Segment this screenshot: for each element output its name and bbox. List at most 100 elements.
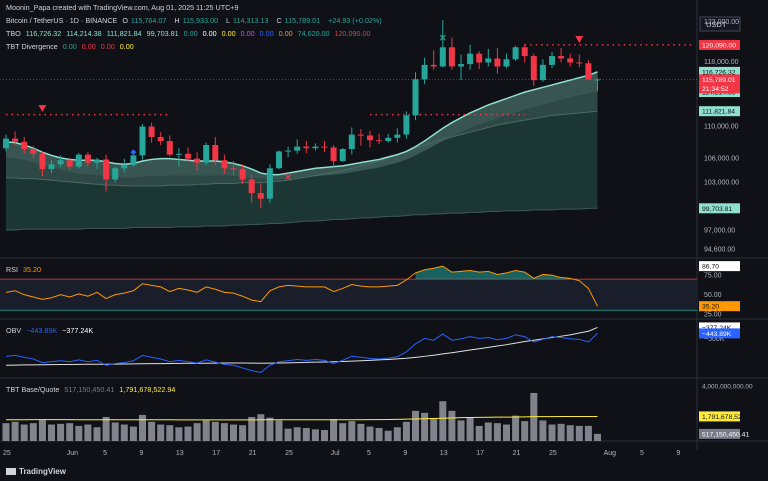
volume-bar (484, 422, 492, 441)
divergence-value: 0.00 (81, 42, 96, 51)
volume-name: TBT Base/Quote (6, 385, 60, 394)
volume-bar (521, 421, 529, 441)
candle-body (175, 153, 182, 155)
candle-body (266, 168, 273, 199)
volume-bar (493, 423, 501, 441)
price-label-bg (699, 203, 740, 214)
x-tick-label: 25 (3, 450, 11, 457)
candle-body (3, 138, 9, 149)
tbo-cloud-lower (6, 111, 598, 230)
volume-bar (512, 415, 520, 441)
symbol-legend: Bitcoin / TetherUS · 1D · BINANCE O 115,7… (6, 16, 385, 25)
volume-bar (220, 423, 228, 441)
candle-body (394, 134, 401, 138)
x-tick-label: 25 (285, 450, 293, 457)
price-label: 99,703.81 (702, 206, 732, 213)
tbo-value: 0.00 (183, 29, 198, 38)
tbo-name: TBO (6, 29, 21, 38)
rsi-tick-label: 75.00 (704, 273, 722, 280)
candle-body (476, 53, 483, 63)
rsi-band (0, 279, 697, 311)
tbo-value: 0.00 (202, 29, 217, 38)
volume-bar (175, 427, 183, 441)
volume-bar (157, 424, 165, 441)
volume-bar (84, 424, 92, 441)
volume-bar (448, 410, 456, 441)
price-tick-label: 123,000.00 (704, 19, 739, 26)
candle-body (257, 193, 264, 199)
candle-body (385, 137, 392, 142)
obv-tick-label: −500K (704, 336, 725, 343)
candle-body (558, 56, 565, 59)
obv-value: −443.89K (26, 326, 58, 335)
volume-value-label: 1,791,678,522.94 (702, 414, 755, 421)
volume-legend: TBT Base/Quote 517,150,450.41 1,791,678,… (6, 385, 178, 394)
volume-bar (584, 425, 592, 441)
obv-value-label-bg (699, 328, 740, 339)
candle-body (485, 58, 492, 63)
tbo-value: 114,214.38 (66, 29, 102, 38)
obv-ma-value: −377.24K (62, 326, 94, 335)
candle-body (285, 150, 292, 152)
tbo-value: 0.00 (278, 29, 293, 38)
volume-bar (475, 425, 483, 441)
volume-bar (193, 423, 201, 441)
volume-bar (66, 423, 74, 441)
candle-body (185, 153, 191, 159)
candle-body (367, 135, 373, 141)
volume-bar (330, 419, 338, 441)
volume-bar (548, 424, 556, 441)
candle-body (412, 79, 419, 116)
candle-body (230, 168, 237, 170)
currency-box (699, 16, 741, 32)
candle-body (467, 53, 474, 65)
price-tick-label: 110,000.00 (704, 123, 739, 130)
volume-bar (20, 424, 28, 441)
divergence-legend: TBT Divergence 0.00 0.00 0.00 0.00 (6, 42, 137, 51)
tradingview-logo[interactable]: TradingView (6, 467, 66, 476)
candle-body (321, 146, 328, 148)
price-label: 111,821.84 (702, 109, 735, 116)
x-tick-label: Jun (67, 450, 78, 457)
volume-bar (75, 425, 83, 441)
candle-body (503, 59, 510, 67)
price-tick-label: 106,000.00 (704, 155, 739, 162)
volume-bar (321, 430, 328, 441)
obv-value-label-bg (699, 322, 740, 333)
candle-body (594, 79, 601, 81)
price-label-bg (699, 66, 740, 77)
countdown-label-bg (699, 83, 740, 94)
x-tick-label: 17 (476, 450, 484, 457)
obv-value-label: −443.89K (702, 331, 732, 338)
candle-body (439, 47, 446, 67)
divergence-value: 0.00 (119, 42, 134, 51)
volume-bar (275, 420, 283, 441)
x-tick-label: 25 (549, 450, 557, 457)
volume-tick-label: 4,000,000,000.00 (702, 384, 753, 391)
candle-body (194, 158, 201, 163)
price-tick-label: 97,000.00 (704, 227, 735, 234)
volume-bar (211, 421, 219, 441)
volume-bar (257, 414, 265, 441)
x-tick-label: 5 (640, 450, 644, 457)
volume-bar (421, 412, 429, 441)
candle-body (148, 126, 155, 138)
ohlc-low: L 114,313.13 (226, 16, 269, 25)
candle-body (376, 140, 383, 142)
candle-body (303, 146, 310, 149)
volume-bar (129, 426, 137, 441)
tbo-value: 120,090.00 (334, 29, 371, 38)
volume-bar (139, 414, 146, 441)
obv-legend: OBV −443.89K −377.24K (6, 326, 96, 335)
volume-bar (239, 425, 247, 441)
volume-value-label: 517,150,450.41 (702, 431, 749, 438)
candle-body (203, 145, 210, 163)
volume-bar (184, 426, 192, 441)
volume-bar (311, 429, 319, 441)
x-tick-label: 13 (440, 450, 448, 457)
x-tick-label: 13 (176, 450, 184, 457)
volume-ma-line (6, 415, 598, 421)
candle-body (66, 160, 73, 167)
candle-body (84, 154, 91, 163)
